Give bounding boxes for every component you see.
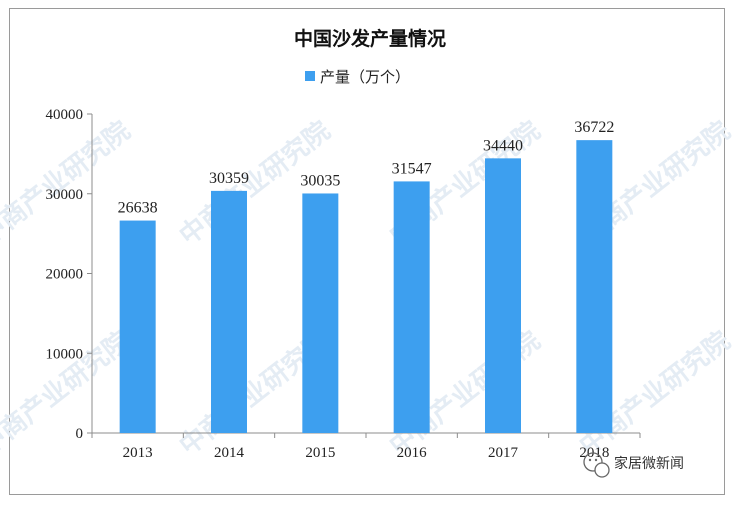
axes: 0 10000 20000 30000 40000 2013 2014 2015 2016 201… — [46, 107, 641, 461]
y-tick-label: 20000 — [46, 267, 84, 283]
legend: 产量（万个） — [305, 68, 410, 86]
x-tick-label: 2013 — [123, 445, 153, 461]
data-label-2015: 30035 — [300, 172, 340, 189]
bars — [119, 140, 613, 434]
data-label-2017: 34440 — [483, 137, 523, 154]
y-tick-label: 30000 — [46, 187, 84, 203]
wechat-icon — [583, 452, 610, 478]
data-label-2016: 31547 — [392, 160, 432, 177]
bar-2017 — [485, 158, 521, 433]
x-tick-label: 2016 — [397, 445, 428, 461]
y-tick-label: 0 — [76, 426, 84, 442]
legend-label: 产量（万个） — [320, 68, 410, 86]
bar-2013 — [119, 220, 156, 433]
x-tick-label: 2017 — [488, 445, 519, 461]
brand-text: 家居微新闻 — [614, 455, 684, 472]
data-label-2014: 30359 — [209, 170, 249, 187]
x-tick-label: 2015 — [305, 445, 335, 461]
chart-title: 中国沙发产量情况 — [294, 27, 446, 50]
bar-2015 — [302, 193, 339, 433]
brand-mark: 家居微新闻 — [583, 452, 684, 478]
watermark-text: 中商产业研究院 — [0, 115, 136, 251]
data-labels: 26638 30359 30035 31547 34440 36722 — [118, 119, 615, 216]
data-label-2013: 26638 — [118, 200, 158, 217]
x-tick-label: 2014 — [214, 445, 245, 461]
legend-swatch — [305, 71, 315, 81]
bar-2018 — [576, 140, 613, 434]
data-label-2018: 36722 — [574, 119, 614, 136]
bar-2014 — [211, 190, 247, 433]
y-tick-label: 10000 — [46, 346, 84, 362]
bar-2016 — [393, 181, 430, 433]
y-tick-label: 40000 — [46, 107, 84, 123]
